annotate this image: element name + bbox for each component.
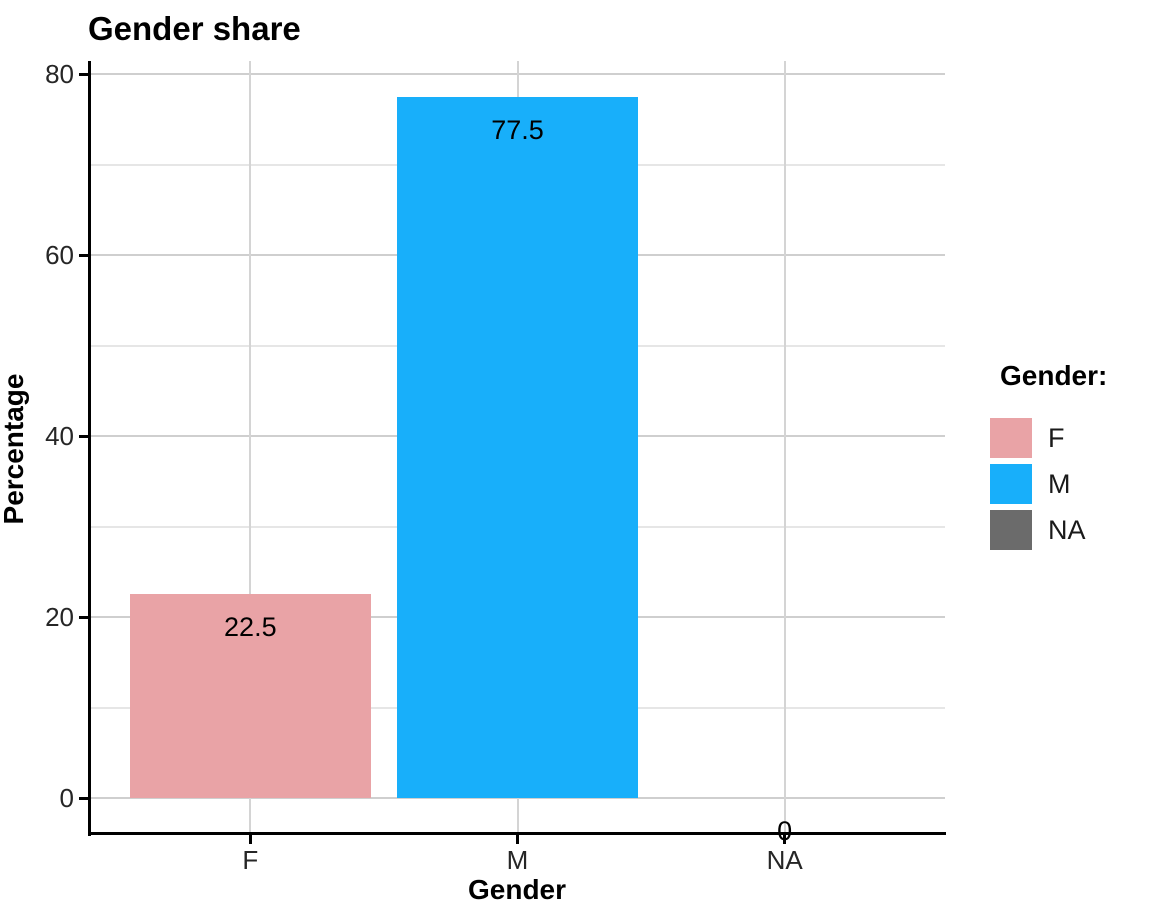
y-tick-label-80: 80 xyxy=(45,59,74,89)
plot-panel: 22.5 77.5 0 xyxy=(90,61,945,846)
y-tick-label-0: 0 xyxy=(59,783,74,813)
legend-item-m: M xyxy=(990,464,1150,504)
x-tick-na xyxy=(783,835,787,844)
x-axis-line xyxy=(88,832,946,835)
legend-title: Gender: xyxy=(1000,360,1108,391)
x-tick-label-m: M xyxy=(506,845,529,875)
y-tick-40 xyxy=(79,434,89,438)
legend-item-na: NA xyxy=(990,510,1150,550)
y-tick-label-40: 40 xyxy=(45,421,74,451)
x-tick-m xyxy=(516,835,519,844)
legend-item-f: F xyxy=(990,418,1150,458)
y-tick-label-60: 60 xyxy=(45,240,74,270)
gridline-x-f xyxy=(249,61,252,834)
x-axis-title: Gender xyxy=(467,874,567,905)
x-tick-label-f: F xyxy=(242,845,259,875)
legend: Gender: F M NA xyxy=(990,360,1150,556)
gridline-x-na xyxy=(783,61,786,834)
y-tick-0 xyxy=(79,796,89,800)
legend-swatch-f xyxy=(990,418,1032,458)
y-tick-80 xyxy=(79,72,89,76)
y-tick-20 xyxy=(79,615,89,619)
bar-f xyxy=(130,594,371,798)
bar-m xyxy=(397,96,638,798)
legend-label-na: NA xyxy=(1048,515,1086,545)
legend-label-m: M xyxy=(1048,469,1071,499)
y-tick-60 xyxy=(79,253,89,257)
y-axis-line xyxy=(88,61,91,836)
y-tick-label-20: 20 xyxy=(45,602,74,632)
legend-items: F M NA xyxy=(990,418,1150,550)
legend-swatch-m xyxy=(990,464,1032,504)
chart-title: Gender share xyxy=(88,10,301,47)
bar-value-label-f: 22.5 xyxy=(224,612,277,643)
legend-swatch-na xyxy=(990,510,1032,550)
x-tick-f xyxy=(248,835,252,844)
legend-label-f: F xyxy=(1048,423,1065,453)
bar-value-label-na: 0 xyxy=(777,816,793,846)
bar-value-label-m: 77.5 xyxy=(491,114,544,145)
x-tick-label-na: NA xyxy=(766,845,803,875)
